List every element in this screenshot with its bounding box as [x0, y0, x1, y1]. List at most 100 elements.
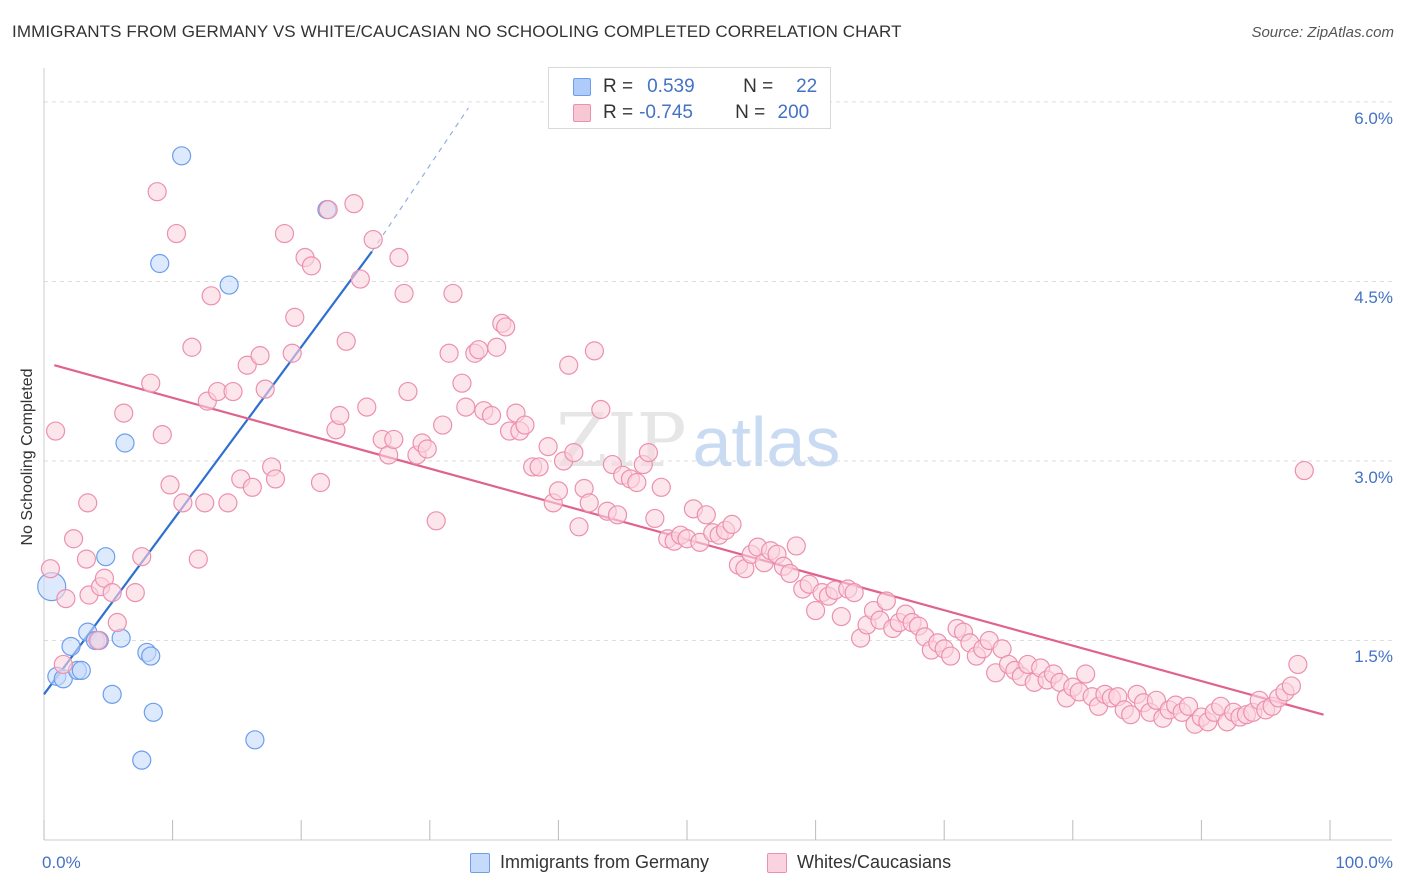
legend-r-value: 0.539	[647, 76, 695, 97]
whites-point	[452, 373, 472, 393]
whites-point	[696, 505, 716, 525]
legend-r-value: -0.745	[639, 102, 693, 123]
whites-point	[584, 341, 605, 361]
whites-point	[114, 403, 134, 423]
whites-point	[218, 493, 238, 513]
whites-point	[188, 549, 208, 569]
trend-lines	[43, 107, 1324, 716]
y-tick-label: 6.0%	[1354, 108, 1393, 128]
whites-point	[627, 472, 647, 493]
whites-point	[607, 505, 628, 525]
x-tick-label: 0.0%	[42, 853, 81, 872]
whites-point	[242, 477, 262, 497]
whites-point	[1146, 690, 1166, 710]
whites-point	[433, 415, 453, 435]
germany-point	[102, 684, 122, 704]
germany-point	[172, 146, 192, 166]
whites-point	[1281, 676, 1302, 696]
whites-point	[1294, 460, 1314, 481]
whites-point	[805, 600, 826, 621]
legend-swatch-germany	[573, 78, 591, 96]
germany-point	[71, 660, 91, 681]
chart-title: IMMIGRANTS FROM GERMANY VS WHITE/CAUCASI…	[12, 22, 902, 41]
whites-point	[201, 286, 221, 306]
whites-point	[1121, 705, 1141, 725]
whites-point	[844, 583, 864, 603]
germany-point	[61, 636, 81, 657]
whites-point	[282, 343, 302, 363]
whites-point	[538, 437, 558, 457]
series-legend: Immigrants from Germany Whites/Caucasian…	[0, 852, 1406, 876]
x-tick-label: 100.0%	[1335, 853, 1393, 872]
legend-swatch-whites	[573, 104, 591, 122]
whites-point	[318, 200, 338, 220]
whites-point	[651, 477, 671, 497]
germany-point	[132, 750, 152, 770]
y-tick-label: 4.5%	[1354, 288, 1393, 308]
legend-r-label: R =	[603, 76, 634, 97]
whites-point	[147, 182, 167, 202]
whites-point	[265, 469, 286, 489]
legend-r-label: R =	[603, 102, 634, 123]
whites-point	[357, 397, 377, 417]
whites-point	[398, 381, 418, 402]
whites-point	[456, 397, 476, 417]
whites-point	[487, 337, 507, 357]
whites-point	[638, 442, 659, 463]
whites-point	[301, 256, 322, 276]
whites-point	[515, 415, 535, 435]
whites-point	[722, 514, 742, 534]
whites-point	[548, 481, 569, 501]
whites-point	[780, 563, 800, 584]
whites-point	[417, 439, 437, 459]
watermark-atlas: atlas	[692, 403, 841, 481]
series-swatch-whites	[767, 852, 787, 873]
germany-point	[96, 547, 116, 567]
whites-point	[63, 529, 84, 549]
whites-point	[53, 654, 73, 675]
germany-trend-extension	[371, 107, 469, 252]
germany-point	[150, 253, 170, 274]
correlation-legend: R = 0.539 N = 22 R = -0.745 N = 200	[548, 67, 831, 129]
whites-point	[443, 283, 463, 304]
series-label-whites: Whites/Caucasians	[797, 852, 952, 872]
whites-point	[439, 343, 459, 363]
source-credit: Source: ZipAtlas.com	[1251, 24, 1394, 41]
whites-point	[330, 405, 350, 426]
whites-point	[160, 475, 180, 495]
whites-point	[389, 247, 409, 268]
whites-point	[579, 493, 599, 513]
whites-point	[529, 457, 549, 477]
whites-point	[195, 493, 215, 513]
whites-point	[1178, 696, 1199, 716]
whites-point	[336, 331, 356, 351]
legend-row-whites: R = -0.745 N = 200	[573, 101, 809, 125]
axes	[43, 68, 1392, 841]
whites-point	[876, 591, 896, 611]
whites-point	[344, 194, 364, 214]
germany-point	[141, 646, 161, 666]
whites-point	[1288, 654, 1308, 675]
whites-point	[496, 317, 516, 337]
legend-n-value: 200	[777, 102, 810, 123]
whites-point	[569, 517, 589, 537]
whites-point	[76, 549, 97, 569]
whites-point	[285, 307, 305, 327]
whites-point	[363, 229, 383, 250]
whites-point	[102, 583, 122, 603]
whites-point	[107, 612, 127, 633]
whites-point	[255, 379, 275, 399]
whites-point	[237, 355, 257, 375]
legend-n-label: N =	[743, 76, 774, 97]
whites-point	[88, 630, 108, 651]
series-legend-item-whites: Whites/Caucasians	[767, 852, 951, 873]
whites-point	[173, 493, 193, 513]
whites-point	[394, 283, 414, 304]
whites-point	[78, 493, 98, 513]
legend-n-value: 22	[796, 76, 818, 97]
whites-point	[481, 405, 502, 426]
whites-point	[250, 346, 270, 366]
whites-point	[310, 472, 331, 493]
whites-point	[223, 381, 243, 402]
